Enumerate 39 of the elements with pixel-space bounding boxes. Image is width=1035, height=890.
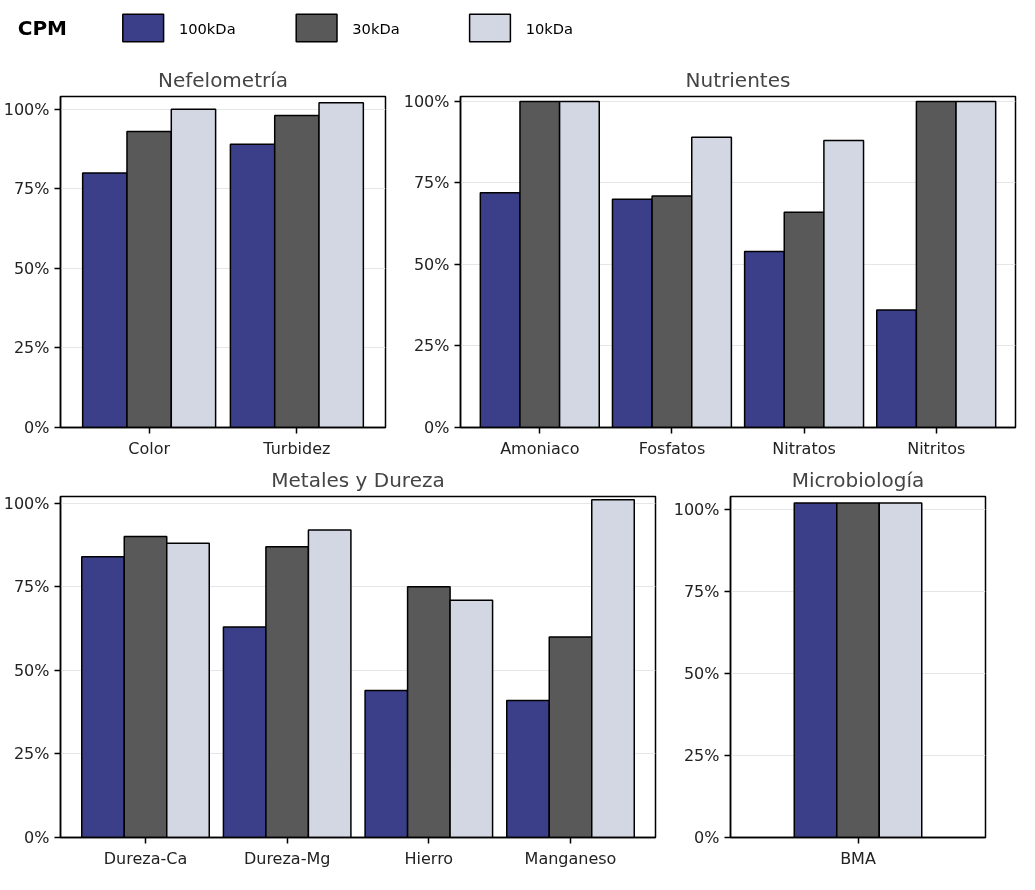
y-tick-label: 75% xyxy=(683,582,720,602)
y-tick-label: 50% xyxy=(13,660,50,680)
chart-title: Nutrientes xyxy=(685,67,791,92)
legend-label: 30kDa xyxy=(352,19,400,37)
x-tick-label: Fosfatos xyxy=(638,438,706,458)
x-tick-label: Nitratos xyxy=(772,438,836,458)
legend-label: 10kDa xyxy=(525,19,574,37)
y-tick-label: 50% xyxy=(13,258,50,278)
chart-title: Nefelometría xyxy=(157,67,289,92)
y-tick-label: 100% xyxy=(403,91,450,111)
y-tick-label: 0% xyxy=(424,418,450,437)
y-tick-label: 50% xyxy=(683,664,720,684)
x-tick-label: Amoniaco xyxy=(500,438,580,458)
y-tick-label: 0% xyxy=(24,418,50,437)
x-tick-label: Manganeso xyxy=(524,848,617,868)
y-tick-label: 0% xyxy=(24,828,50,847)
y-tick-label: 25% xyxy=(13,744,50,764)
x-tick-label: Color xyxy=(128,438,171,458)
x-tick-label: Turbidez xyxy=(262,438,331,458)
y-tick-label: 25% xyxy=(683,746,720,766)
y-tick-label: 25% xyxy=(413,336,450,356)
x-tick-label: BMA xyxy=(840,848,876,868)
y-tick-label: 50% xyxy=(413,254,450,274)
y-tick-label: 0% xyxy=(694,828,720,847)
x-tick-label: Nitritos xyxy=(907,438,966,458)
legend-label: 100kDa xyxy=(178,19,236,37)
y-tick-label: 100% xyxy=(673,500,720,520)
y-tick-label: 75% xyxy=(13,179,50,199)
y-tick-label: 75% xyxy=(413,173,450,193)
x-tick-label: Dureza-Ca xyxy=(103,848,188,868)
y-tick-label: 100% xyxy=(3,99,50,119)
y-tick-label: 75% xyxy=(13,577,50,597)
y-tick-label: 100% xyxy=(3,493,50,513)
legend-title: CPM xyxy=(17,16,67,40)
x-tick-label: Hierro xyxy=(404,848,454,868)
x-tick-label: Dureza-Mg xyxy=(243,848,331,868)
y-tick-label: 25% xyxy=(13,338,50,358)
chart-title: Metales y Dureza xyxy=(271,467,445,492)
chart-title: Microbiología xyxy=(791,467,925,492)
